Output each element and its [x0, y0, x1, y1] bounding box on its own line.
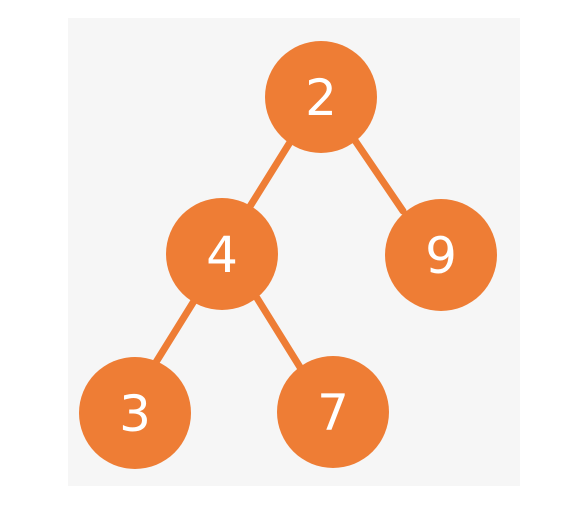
edge-2-to-9	[350, 135, 407, 215]
tree-node-3: 3	[79, 357, 191, 469]
edge-4-to-7	[253, 294, 307, 376]
edge-2-to-4	[245, 135, 296, 212]
tree-node-7: 7	[277, 356, 389, 468]
node-circle	[265, 41, 377, 153]
node-circle	[277, 356, 389, 468]
node-label: 9	[425, 227, 457, 285]
tree-node-9: 9	[385, 199, 497, 311]
node-label: 7	[317, 384, 349, 442]
node-circle	[385, 199, 497, 311]
edge-4-to-3	[149, 297, 198, 371]
node-label: 4	[206, 226, 238, 284]
tree-node-2: 2	[265, 41, 377, 153]
node-circle	[166, 198, 278, 310]
tree-edges	[149, 135, 407, 376]
node-circle	[79, 357, 191, 469]
node-label: 2	[305, 69, 337, 127]
node-label: 3	[119, 385, 151, 443]
tree-node-4: 4	[166, 198, 278, 310]
